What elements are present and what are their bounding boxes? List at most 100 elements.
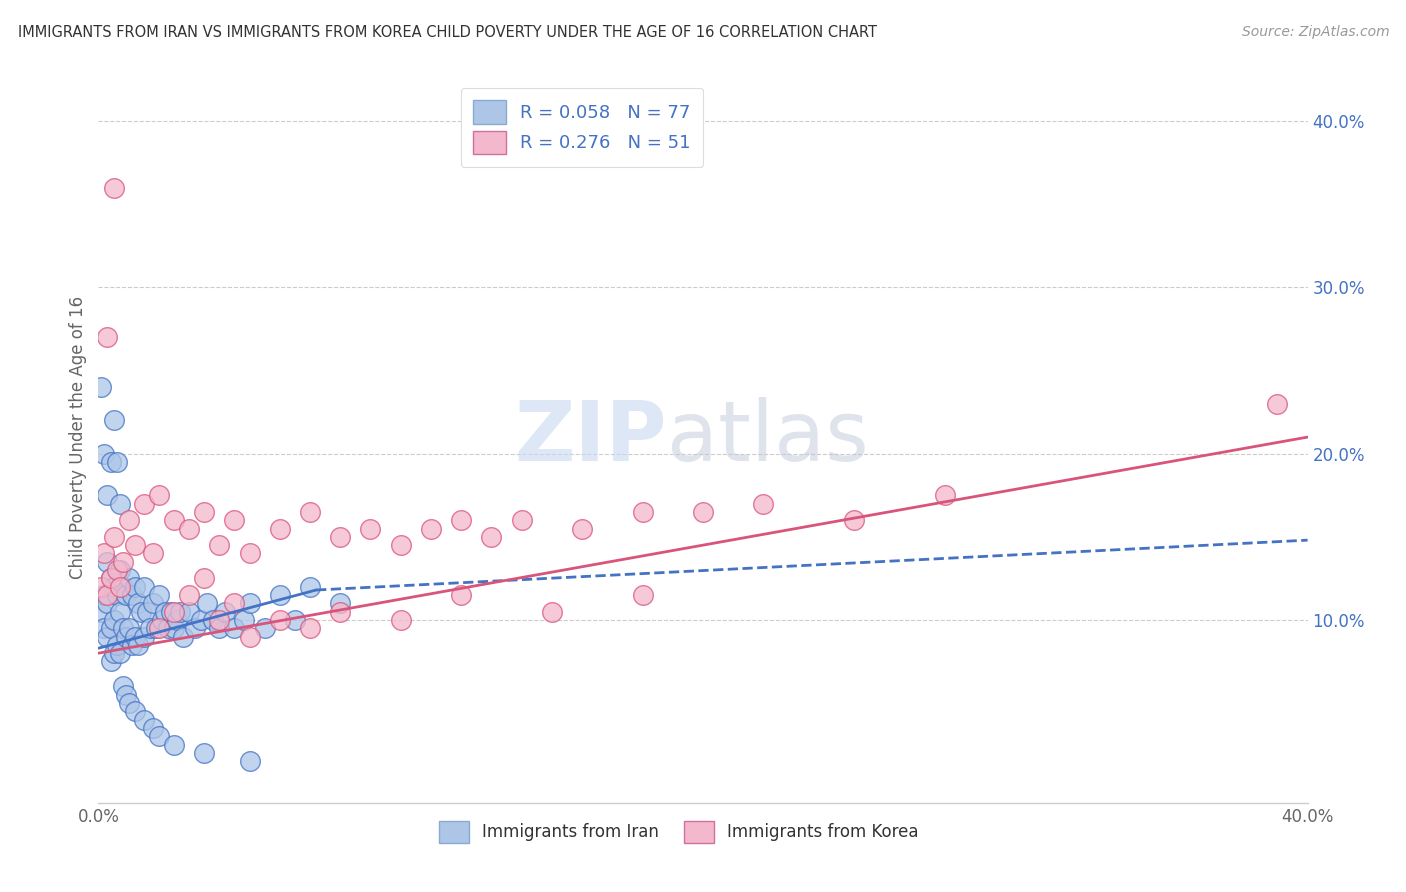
Point [360,521,382,535]
Point [96,330,118,344]
Point [208,621,231,635]
Point [284,613,307,627]
Point [193,746,215,760]
Point [108,563,131,577]
Point [96,588,118,602]
Point [239,630,262,644]
Point [540,605,562,619]
Point [169,605,191,619]
Point [148,488,170,502]
Point [208,613,231,627]
Point [510,513,533,527]
Point [105,588,128,602]
Point [239,754,262,768]
Point [132,580,155,594]
Y-axis label: Child Poverty Under the Age of 16: Child Poverty Under the Age of 16 [69,295,87,579]
Point [166,613,188,627]
Point [163,605,186,619]
Point [132,497,155,511]
Point [90,605,112,619]
Point [114,630,136,644]
Point [105,638,128,652]
Point [93,621,115,635]
Point [208,538,231,552]
Point [190,613,212,627]
Point [108,605,131,619]
Point [239,546,262,560]
Point [108,646,131,660]
Point [450,588,472,602]
Point [121,638,143,652]
Point [148,621,170,635]
Point [100,621,122,635]
Point [142,721,165,735]
Text: Source: ZipAtlas.com: Source: ZipAtlas.com [1241,25,1389,39]
Point [631,505,654,519]
Point [329,605,352,619]
Point [163,738,186,752]
Point [299,505,322,519]
Text: ZIP: ZIP [515,397,666,477]
Point [195,596,218,610]
Point [329,596,352,610]
Point [214,605,236,619]
Point [179,521,201,535]
Point [103,646,125,660]
Point [103,180,125,194]
Point [148,729,170,743]
Point [93,546,115,560]
Point [90,380,112,394]
Point [118,621,141,635]
Point [145,621,167,635]
Point [132,630,155,644]
Point [124,538,146,552]
Point [1267,397,1289,411]
Point [105,563,128,577]
Point [571,521,593,535]
Point [253,621,276,635]
Point [752,497,775,511]
Point [224,513,246,527]
Point [232,613,254,627]
Point [193,505,215,519]
Text: IMMIGRANTS FROM IRAN VS IMMIGRANTS FROM KOREA CHILD POVERTY UNDER THE AGE OF 16 : IMMIGRANTS FROM IRAN VS IMMIGRANTS FROM … [18,25,877,40]
Point [100,655,122,669]
Point [103,613,125,627]
Point [100,455,122,469]
Point [93,447,115,461]
Text: atlas: atlas [666,397,869,477]
Point [111,680,134,694]
Point [142,596,165,610]
Point [934,488,956,502]
Point [450,513,472,527]
Point [103,530,125,544]
Point [202,613,225,627]
Point [420,521,443,535]
Point [389,538,412,552]
Point [163,621,186,635]
Point [299,621,322,635]
Point [114,688,136,702]
Point [96,555,118,569]
Point [692,505,714,519]
Point [269,588,291,602]
Point [631,588,654,602]
Point [96,630,118,644]
Point [389,613,412,627]
Point [100,571,122,585]
Point [93,588,115,602]
Point [90,580,112,594]
Point [124,630,146,644]
Point [111,621,134,635]
Point [269,613,291,627]
Point [329,530,352,544]
Point [127,596,149,610]
Point [124,580,146,594]
Point [114,588,136,602]
Point [124,705,146,719]
Point [184,621,207,635]
Point [224,596,246,610]
Point [121,588,143,602]
Point [127,638,149,652]
Point [96,596,118,610]
